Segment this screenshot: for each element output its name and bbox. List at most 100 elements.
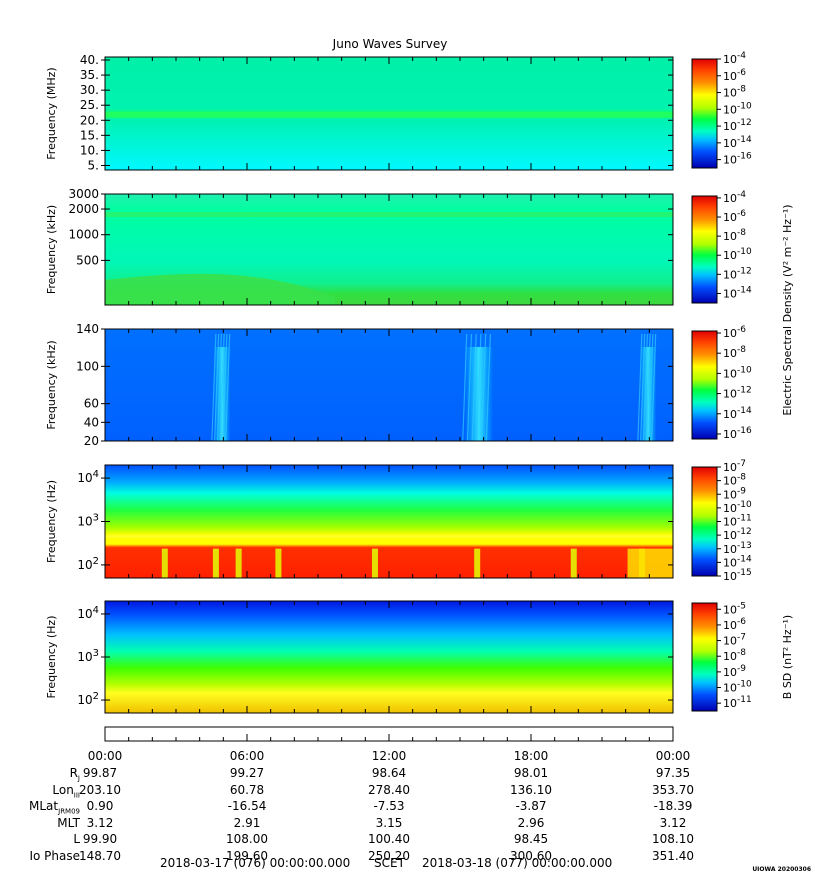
emission-streak bbox=[471, 333, 477, 442]
panel-electric-audio: 104 103 102 Frequency (Hz) 10-710-810-910-10… bbox=[45, 459, 752, 583]
ephemeris-value: -3.87 bbox=[515, 799, 547, 813]
band-gap bbox=[235, 548, 242, 578]
emission-streak bbox=[219, 333, 225, 442]
colorbar-tick-label: 10-12 bbox=[723, 118, 752, 133]
colorbar-tick-label: 10-14 bbox=[723, 135, 752, 150]
colorbar bbox=[691, 466, 718, 577]
emission-streak bbox=[222, 333, 228, 442]
emission-streak bbox=[485, 333, 491, 442]
time-label: 06:00 bbox=[229, 749, 265, 763]
ephemeris-value: 199.60 bbox=[226, 848, 268, 863]
y-tick-label: 104 bbox=[77, 469, 99, 485]
band-gap bbox=[371, 548, 378, 578]
ephemeris-value: 351.40 bbox=[652, 848, 694, 863]
colorbar-tick-label: 10-10 bbox=[723, 680, 752, 695]
ephemeris-value: 2.91 bbox=[233, 815, 261, 830]
y-tick-label: 40 bbox=[84, 415, 99, 429]
colorbar-tick-label: 10-14 bbox=[723, 406, 752, 421]
ephemeris-value: 108.10 bbox=[652, 832, 694, 846]
ephemeris-value: 98.45 bbox=[513, 832, 549, 846]
time-label: 12:00 bbox=[371, 749, 407, 763]
y-tick-label: 5. bbox=[88, 158, 99, 172]
emission-streak bbox=[651, 333, 657, 442]
y-tick-label: 35. bbox=[80, 68, 99, 82]
y-tick-label: 30. bbox=[80, 83, 99, 97]
band-gap bbox=[570, 548, 577, 578]
spectrogram-magnetic-audio bbox=[105, 601, 673, 713]
figure-title: Juno Waves Survey bbox=[332, 37, 448, 51]
colorbar-tick-label: 10-8 bbox=[723, 228, 746, 243]
ephemeris-value: 98.01 bbox=[513, 766, 549, 780]
ephemeris-value: 108.00 bbox=[226, 832, 268, 846]
y-axis-label: Frequency (Hz) bbox=[45, 616, 58, 699]
colorbar-tick-label: 10-6 bbox=[723, 325, 746, 340]
panel-low-frequency: 140 100 60 40 20 Frequency (kHz) 10-6 10-8 10-10… bbox=[45, 204, 794, 448]
ephemeris-value: 99.90 bbox=[82, 832, 118, 846]
ephemeris-label: RJ bbox=[69, 766, 80, 783]
y-axis-label: Frequency (kHz) bbox=[45, 340, 58, 429]
colorbar-tick-label: 10-4 bbox=[723, 190, 746, 205]
scet-label: SCET bbox=[374, 856, 405, 870]
colorbar-tick-label: 10-14 bbox=[723, 554, 752, 569]
ephemeris-value: 3.12 bbox=[86, 815, 114, 830]
y-tick-label: 3000 bbox=[68, 187, 99, 201]
end-time: 2018-03-18 (077) 00:00:00.000 bbox=[422, 856, 613, 870]
y-tick-label: 140 bbox=[76, 322, 99, 336]
y-tick-label: 40. bbox=[80, 53, 99, 67]
colorbar-tick-label: 10-8 bbox=[723, 648, 746, 663]
ephemeris-value: 250.20 bbox=[368, 848, 410, 863]
colorbar-tick-label: 10-13 bbox=[723, 541, 752, 556]
ephemeris-value: 3.15 bbox=[375, 815, 403, 830]
ephemeris-value: 99.87 bbox=[82, 766, 118, 780]
ephemeris-value: 136.10 bbox=[510, 782, 552, 797]
colorbar-label: B SD (nT² Hz⁻¹) bbox=[781, 615, 794, 699]
colorbar bbox=[691, 330, 718, 440]
colorbar-tick-label: 10-11 bbox=[723, 514, 752, 529]
colorbar-tick-label: 10-12 bbox=[723, 266, 752, 281]
y-tick-label: 2000 bbox=[68, 202, 99, 216]
ephemeris-value: 203.10 bbox=[79, 782, 121, 797]
emission-streak bbox=[637, 333, 643, 442]
y-tick-label: 103 bbox=[77, 513, 99, 529]
ephemeris-value: 97.35 bbox=[655, 766, 691, 780]
ephemeris-label: MLatJRM09 bbox=[29, 799, 80, 816]
colorbar-tick-label: 10-16 bbox=[723, 426, 752, 441]
emission-streak bbox=[466, 333, 473, 442]
emission-streak bbox=[216, 333, 222, 442]
colorbar-tick-label: 10-9 bbox=[723, 486, 746, 501]
colorbar bbox=[691, 602, 718, 712]
colorbar-tick-label: 10-9 bbox=[723, 664, 746, 679]
emission-streak bbox=[476, 333, 482, 442]
colorbar-tick-label: 10-7 bbox=[723, 459, 746, 474]
colorbar-tick-label: 10-4 bbox=[723, 51, 746, 66]
ephemeris-label: Io Phase bbox=[29, 848, 80, 863]
emission-streak bbox=[462, 333, 468, 442]
y-tick-label: 15. bbox=[80, 128, 99, 142]
colorbar-tick-label: 10-7 bbox=[723, 633, 746, 648]
y-axis-label: Frequency (Hz) bbox=[45, 480, 58, 563]
ephemeris-value: 300.60 bbox=[510, 848, 552, 863]
y-tick-label: 102 bbox=[77, 691, 99, 707]
time-label: 18:00 bbox=[513, 749, 549, 763]
y-tick-label: 60 bbox=[84, 397, 99, 411]
ephemeris-label: LonIII bbox=[52, 782, 80, 799]
colorbar-tick-label: 10-8 bbox=[723, 473, 746, 488]
time-label: 00:00 bbox=[655, 749, 691, 763]
band-gap bbox=[474, 548, 481, 578]
colorbar-tick-label: 10-10 bbox=[723, 247, 752, 262]
band-gap bbox=[212, 548, 219, 578]
ephemeris-value: -7.53 bbox=[373, 799, 405, 813]
colorbar-tick-label: 10-6 bbox=[723, 68, 746, 83]
y-axis-label: Frequency (MHz) bbox=[45, 67, 58, 159]
ephemeris-value: 148.70 bbox=[79, 848, 121, 863]
colorbar-tick-label: 10-5 bbox=[723, 601, 746, 616]
emission-streak bbox=[225, 333, 231, 442]
panel-high-frequency: 40.35.30.25.20.15.10.5. Frequency (MHz) 10… bbox=[45, 51, 752, 172]
band-tail bbox=[627, 548, 673, 578]
medium-frequency-band bbox=[105, 212, 673, 217]
y-tick-label: 102 bbox=[77, 556, 99, 572]
ephemeris-label: L bbox=[73, 832, 80, 846]
